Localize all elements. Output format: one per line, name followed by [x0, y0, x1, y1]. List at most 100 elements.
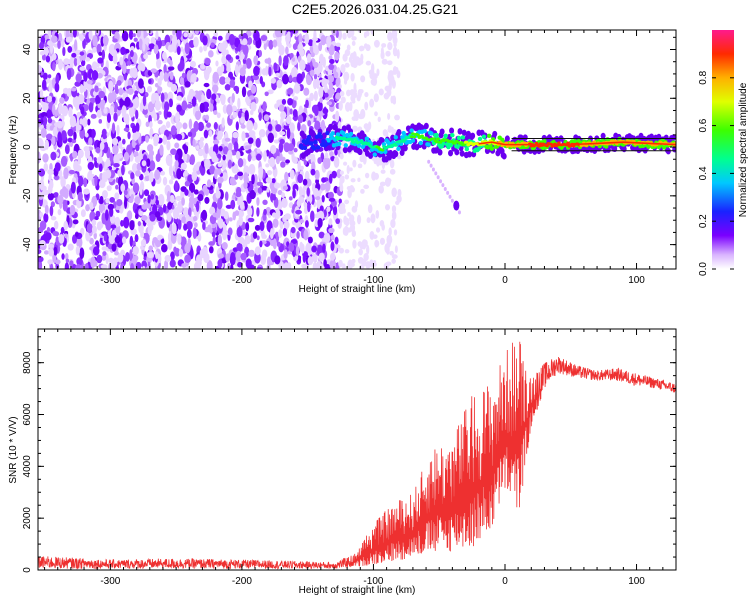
noise-cell: [298, 33, 303, 45]
noise-cell: [91, 61, 98, 71]
noise-cell: [175, 30, 182, 40]
noise-cell: [330, 241, 335, 252]
noise-cell: [225, 49, 229, 56]
noise-cell: [50, 215, 57, 221]
noise-cell: [139, 102, 144, 113]
noise-cell: [353, 109, 360, 119]
noise-cell: [314, 169, 320, 180]
noise-cell: [186, 103, 193, 109]
noise-cell: [318, 73, 322, 78]
noise-cell: [181, 263, 187, 268]
noise-cell: [73, 57, 78, 67]
noise-cell: [263, 208, 267, 216]
snr-marks: [38, 341, 676, 570]
signal-cell: [481, 134, 487, 139]
noise-cell: [254, 246, 261, 256]
noise-cell: [266, 170, 273, 176]
noise-cell: [356, 214, 362, 225]
noise-cell: [362, 155, 367, 165]
noise-cell: [74, 96, 80, 107]
noise-cell: [326, 43, 331, 48]
noise-cell: [279, 131, 286, 136]
noise-cell: [338, 247, 345, 254]
noise-cell: [127, 87, 134, 95]
noise-cell: [132, 182, 140, 194]
noise-cell: [55, 259, 61, 265]
noise-cell: [269, 144, 277, 154]
colorbar-gradient: [712, 30, 734, 269]
noise-cell: [302, 178, 308, 186]
noise-cell: [285, 115, 292, 125]
noise-cell: [267, 57, 272, 65]
noise-cell: [350, 72, 355, 82]
noise-cell: [306, 187, 310, 197]
noise-cell: [179, 76, 186, 85]
noise-cell: [111, 243, 117, 252]
noise-cell: [369, 71, 375, 80]
noise-cell: [241, 86, 247, 98]
noise-cell: [314, 195, 321, 201]
noise-cell: [351, 59, 358, 69]
noise-cell: [94, 85, 99, 93]
noise-cell: [256, 235, 260, 241]
noise-cell: [278, 44, 285, 56]
noise-cell: [133, 151, 139, 158]
noise-cell: [299, 219, 304, 224]
noise-cell: [237, 209, 245, 218]
y-tick-label: 40: [22, 44, 33, 56]
noise-cell: [99, 99, 106, 107]
noise-cell: [364, 101, 369, 111]
noise-cell: [100, 264, 108, 269]
noise-cell: [69, 260, 74, 267]
noise-cell: [108, 235, 116, 244]
noise-cell: [145, 121, 150, 128]
noise-cell: [334, 148, 338, 156]
noise-cell: [224, 76, 231, 85]
noise-cell: [248, 95, 255, 100]
noise-cell: [361, 258, 367, 267]
noise-cell: [105, 157, 111, 167]
noise-cell: [149, 160, 156, 171]
signal-cell: [393, 135, 399, 140]
y-tick-label: 20: [22, 92, 33, 104]
noise-cell: [348, 30, 355, 37]
noise-cell: [201, 209, 208, 221]
noise-cell: [217, 130, 224, 138]
noise-cell: [220, 158, 227, 171]
noise-cell: [316, 78, 320, 90]
noise-cell: [64, 233, 68, 239]
noise-cell: [154, 100, 162, 111]
noise-cell: [68, 169, 76, 175]
noise-cell: [246, 120, 254, 132]
streak-cell: [434, 171, 438, 176]
noise-cell: [369, 259, 374, 268]
noise-cell: [391, 205, 397, 213]
noise-cell: [67, 45, 73, 53]
noise-cell: [39, 89, 44, 100]
noise-cell: [182, 122, 188, 130]
noise-cell: [119, 98, 124, 108]
noise-cell: [113, 257, 118, 268]
noise-cell: [249, 264, 255, 269]
noise-cell: [338, 259, 343, 268]
noise-cell: [84, 262, 89, 269]
noise-cell: [203, 82, 210, 88]
noise-cell: [252, 231, 258, 239]
noise-cell: [73, 39, 78, 52]
noise-cell: [244, 110, 249, 122]
signal-core: [478, 141, 676, 146]
noise-cell: [382, 129, 388, 137]
noise-cell: [135, 170, 141, 177]
noise-cell: [38, 232, 41, 240]
noise-cell: [39, 179, 45, 191]
noise-cell: [90, 256, 96, 269]
noise-cell: [48, 247, 54, 257]
noise-cell: [228, 33, 236, 46]
noise-cell: [324, 79, 330, 84]
noise-cell: [277, 190, 283, 196]
noise-cell: [342, 32, 347, 40]
noise-cell: [230, 180, 237, 186]
noise-cell: [76, 257, 83, 266]
signal-cell: [409, 135, 414, 139]
